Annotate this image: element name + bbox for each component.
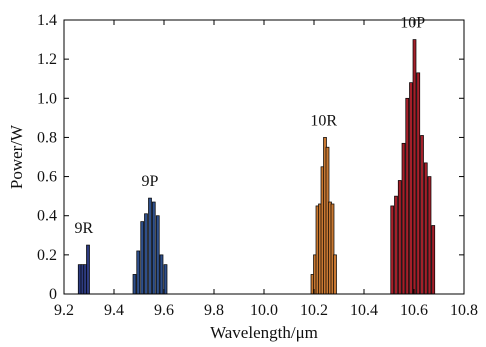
x-tick-label: 10.6 (400, 302, 428, 319)
x-tick-label: 10.0 (250, 302, 278, 319)
x-tick-label: 9.8 (204, 302, 224, 319)
bar (136, 250, 141, 295)
annotation-10R: 10R (310, 112, 337, 129)
bar (397, 180, 402, 295)
bar (412, 39, 417, 295)
x-axis-title: Wavelength/μm (210, 323, 318, 342)
bar (394, 195, 398, 295)
bar (423, 162, 428, 295)
bar (390, 205, 395, 295)
bar (140, 221, 145, 295)
bar (132, 274, 137, 295)
annotation-9R: 9R (75, 220, 94, 237)
series-10R (310, 137, 337, 295)
y-axis: 0 0.2 0.4 0.6 0.8 1.0 1.2 1.4 (37, 12, 464, 303)
y-tick-label: 1.0 (37, 90, 57, 107)
bar (155, 215, 160, 295)
x-axis: 9.2 9.4 9.6 9.8 10.0 10.2 10.4 10.6 10.8 (54, 20, 478, 319)
y-tick-label: 1.2 (37, 51, 57, 68)
bar (148, 197, 152, 295)
bar (409, 82, 413, 295)
y-tick-label: 1.4 (37, 12, 57, 29)
y-tick-label: 0.8 (37, 129, 57, 146)
x-tick-label: 9.2 (54, 302, 74, 319)
y-tick-label: 0.4 (37, 208, 57, 225)
y-axis-title: Power/W (7, 124, 26, 189)
bar (159, 254, 164, 295)
series-annotations: 9R 9P 10R 10P (75, 15, 426, 237)
x-tick-label: 10.8 (450, 302, 478, 319)
x-tick-label: 10.4 (350, 302, 378, 319)
series-9R (77, 244, 90, 295)
bar (427, 176, 432, 295)
annotation-9P: 9P (142, 173, 159, 190)
annotation-10P: 10P (400, 15, 425, 32)
x-tick-label: 10.2 (300, 302, 328, 319)
bar (431, 225, 436, 295)
x-tick-label: 9.4 (104, 302, 124, 319)
x-tick-label: 9.6 (154, 302, 174, 319)
y-tick-label: 0 (49, 286, 57, 303)
bar (401, 142, 406, 295)
bar (86, 244, 90, 295)
y-tick-label: 0.6 (37, 169, 57, 186)
bar (333, 254, 337, 295)
series-10P (390, 39, 436, 295)
bars-group (77, 39, 436, 295)
bar (416, 72, 421, 295)
bar (151, 201, 156, 295)
bar (420, 135, 424, 295)
bar (405, 97, 410, 295)
series-9P (132, 197, 168, 295)
bar (144, 213, 148, 295)
y-tick-label: 0.2 (37, 247, 57, 264)
